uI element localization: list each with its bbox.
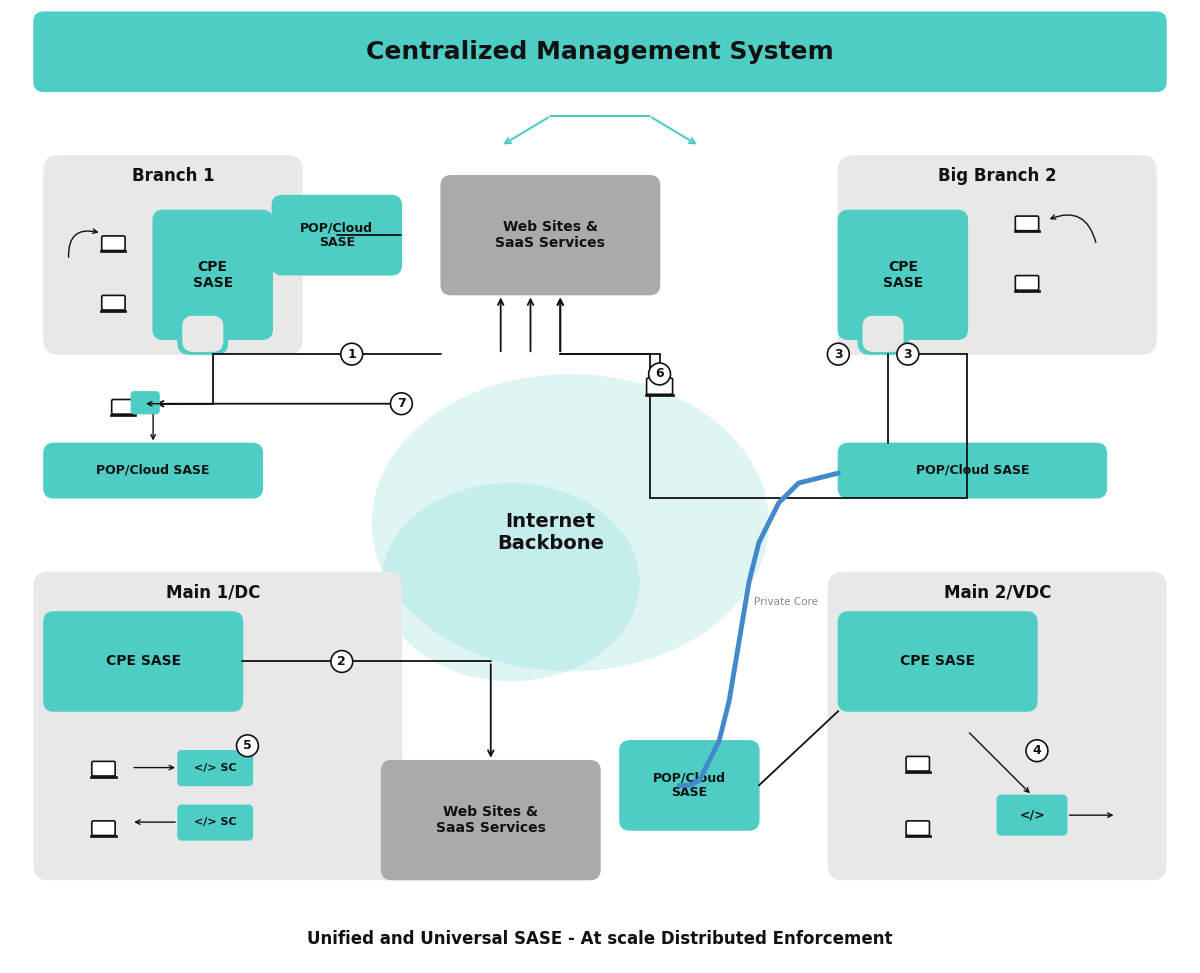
Circle shape <box>331 651 353 672</box>
FancyBboxPatch shape <box>906 821 930 836</box>
Text: CPE
SASE: CPE SASE <box>883 260 923 290</box>
Text: POP/Cloud SASE: POP/Cloud SASE <box>916 464 1030 477</box>
Text: 1: 1 <box>347 347 356 361</box>
Text: 3: 3 <box>904 347 912 361</box>
Bar <box>1014 290 1040 292</box>
FancyBboxPatch shape <box>131 392 160 414</box>
FancyBboxPatch shape <box>1015 216 1039 231</box>
Bar <box>90 775 116 777</box>
Bar <box>644 394 674 396</box>
Ellipse shape <box>372 374 769 671</box>
FancyBboxPatch shape <box>44 444 263 498</box>
FancyBboxPatch shape <box>92 821 115 836</box>
Ellipse shape <box>382 483 640 681</box>
FancyBboxPatch shape <box>839 444 1106 498</box>
Text: </> SC: </> SC <box>194 817 236 827</box>
Text: Branch 1: Branch 1 <box>132 166 215 185</box>
FancyBboxPatch shape <box>102 235 125 250</box>
FancyBboxPatch shape <box>858 309 908 354</box>
Text: 7: 7 <box>397 397 406 411</box>
FancyBboxPatch shape <box>34 572 401 880</box>
FancyBboxPatch shape <box>182 316 223 351</box>
FancyBboxPatch shape <box>178 806 252 840</box>
FancyBboxPatch shape <box>1015 275 1039 290</box>
Bar <box>110 414 137 415</box>
Text: </>: </> <box>1019 809 1045 821</box>
Circle shape <box>896 343 919 365</box>
Text: Private Core: Private Core <box>754 597 818 607</box>
Bar <box>90 835 116 837</box>
FancyBboxPatch shape <box>178 751 252 785</box>
Text: </> SC: </> SC <box>194 763 236 773</box>
Text: Main 1/DC: Main 1/DC <box>166 583 260 601</box>
FancyBboxPatch shape <box>112 400 136 414</box>
Text: CPE SASE: CPE SASE <box>900 655 976 668</box>
FancyBboxPatch shape <box>647 378 672 394</box>
Text: Web Sites &
SaaS Services: Web Sites & SaaS Services <box>496 220 605 250</box>
Text: Main 2/VDC: Main 2/VDC <box>943 583 1051 601</box>
FancyBboxPatch shape <box>102 296 125 310</box>
FancyBboxPatch shape <box>44 612 242 711</box>
Text: 6: 6 <box>655 368 664 380</box>
Text: Big Branch 2: Big Branch 2 <box>938 166 1056 185</box>
Text: CPE SASE: CPE SASE <box>106 655 181 668</box>
Bar <box>905 771 931 773</box>
Text: CPE
SASE: CPE SASE <box>192 260 233 290</box>
FancyBboxPatch shape <box>178 309 228 354</box>
Circle shape <box>236 735 258 757</box>
Text: 4: 4 <box>1032 744 1042 757</box>
Bar <box>101 309 126 311</box>
FancyBboxPatch shape <box>442 176 660 295</box>
FancyBboxPatch shape <box>863 316 902 351</box>
Text: Centralized Management System: Centralized Management System <box>366 40 834 64</box>
Text: 2: 2 <box>337 655 346 668</box>
Text: 5: 5 <box>244 739 252 752</box>
Text: Internet
Backbone: Internet Backbone <box>497 512 604 553</box>
Text: POP/Cloud
SASE: POP/Cloud SASE <box>300 221 373 249</box>
Text: 3: 3 <box>834 347 842 361</box>
Circle shape <box>649 363 671 385</box>
FancyBboxPatch shape <box>997 795 1067 835</box>
FancyBboxPatch shape <box>34 12 1166 91</box>
FancyBboxPatch shape <box>44 156 302 354</box>
Text: POP/Cloud
SASE: POP/Cloud SASE <box>653 772 726 800</box>
FancyBboxPatch shape <box>906 756 930 771</box>
FancyBboxPatch shape <box>839 156 1156 354</box>
FancyBboxPatch shape <box>620 740 758 830</box>
FancyBboxPatch shape <box>828 572 1166 880</box>
Text: POP/Cloud SASE: POP/Cloud SASE <box>96 464 210 477</box>
Circle shape <box>1026 739 1048 762</box>
FancyBboxPatch shape <box>92 762 115 776</box>
Text: Web Sites &
SaaS Services: Web Sites & SaaS Services <box>436 805 546 835</box>
Circle shape <box>828 343 850 365</box>
Bar <box>905 835 931 837</box>
Text: Unified and Universal SASE - At scale Distributed Enforcement: Unified and Universal SASE - At scale Di… <box>307 930 893 948</box>
Bar <box>101 250 126 252</box>
FancyBboxPatch shape <box>154 210 272 340</box>
FancyBboxPatch shape <box>839 210 967 340</box>
FancyBboxPatch shape <box>382 761 600 880</box>
Bar <box>1014 231 1040 233</box>
Circle shape <box>341 343 362 365</box>
Circle shape <box>390 393 413 414</box>
FancyBboxPatch shape <box>839 612 1037 711</box>
FancyBboxPatch shape <box>272 196 401 274</box>
